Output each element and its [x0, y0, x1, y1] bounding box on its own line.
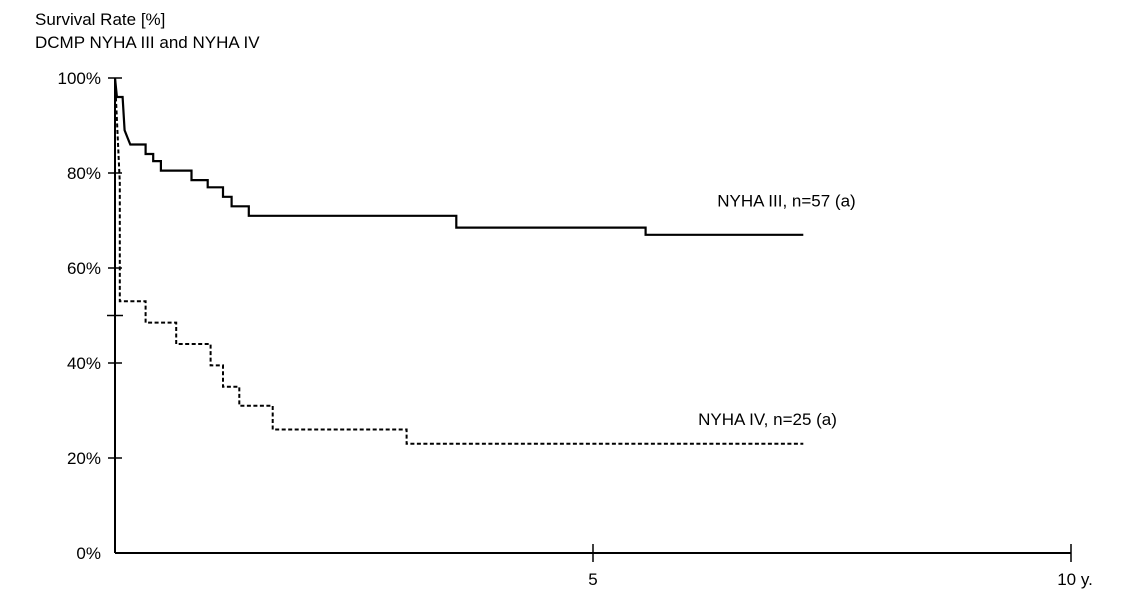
series-line-nyha-iv — [114, 77, 804, 445]
y-tick-label: 80% — [67, 164, 101, 183]
series-line-nyha-iii — [113, 77, 804, 236]
y-tick-label: 0% — [76, 544, 101, 563]
chart-title: Survival Rate [%] — [35, 10, 165, 29]
label-nyha-iv: NYHA IV, n=25 (a) — [698, 410, 837, 429]
y-tick-label: 20% — [67, 449, 101, 468]
chart-subtitle: DCMP NYHA III and NYHA IV — [35, 33, 260, 52]
annotation-layer: NYHA III, n=57 (a) NYHA IV, n=25 (a) — [698, 191, 856, 429]
x-tick-label: 5 — [588, 570, 597, 589]
x-axis-ticks: 5 10 y. — [588, 544, 1093, 589]
x-tick-label: 10 y. — [1057, 570, 1093, 589]
series-layer — [113, 77, 804, 445]
y-tick-label: 60% — [67, 259, 101, 278]
y-tick-label: 40% — [67, 354, 101, 373]
y-axis-ticks: 0% 20% 40% 60% 80% 100% — [58, 69, 123, 563]
y-tick-label: 100% — [58, 69, 101, 88]
label-nyha-iii: NYHA III, n=57 (a) — [717, 191, 855, 210]
axes — [114, 78, 1071, 554]
